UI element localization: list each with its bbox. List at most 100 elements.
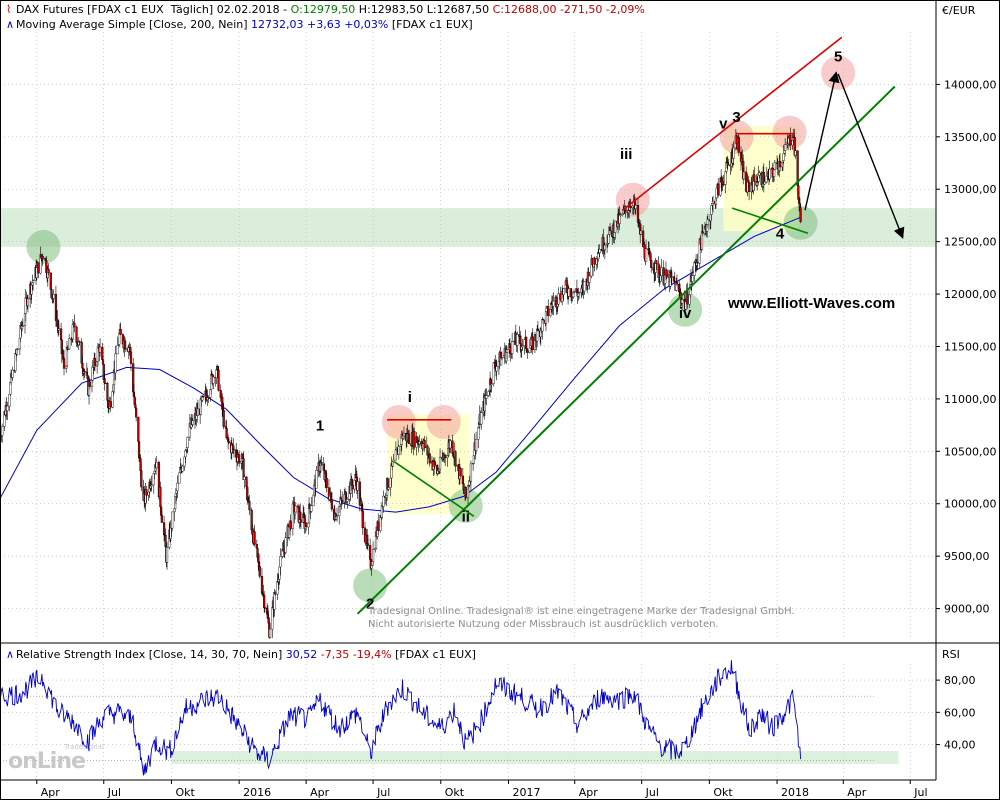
candle-body: [26, 298, 30, 307]
candle-body: [366, 543, 370, 546]
candle-body: [593, 257, 596, 265]
x-tick-label: Okt: [175, 786, 195, 799]
x-tick-label: Jul: [645, 786, 659, 799]
candle-body: [320, 462, 323, 465]
logo-big-text: onLine: [8, 749, 86, 774]
wave-label: ii: [462, 509, 470, 526]
ma-header: ∧ Moving Average Simple [Close, 200, Nein…: [6, 18, 473, 31]
rsi-value: 30,52: [282, 648, 318, 661]
wave-label: i: [408, 389, 412, 406]
y-tick-label: 9500,00: [944, 550, 990, 563]
wave-label: v: [719, 115, 728, 132]
x-tick-label: Apr: [847, 786, 867, 799]
candle-body: [681, 299, 684, 304]
candle-body: [428, 453, 431, 464]
candle-body: [567, 288, 570, 297]
candle-body: [289, 520, 292, 529]
candle-body: [644, 248, 648, 262]
candle-body: [160, 515, 163, 523]
candle-body: [263, 594, 266, 608]
candle-body: [253, 531, 256, 545]
y-tick-label: 10500,00: [944, 445, 997, 458]
rsi-change: -7,35 -19,4%: [317, 648, 392, 661]
candle-body: [516, 334, 519, 346]
candle-body: [392, 459, 395, 462]
candle-body: [1, 426, 4, 436]
candle-body: [171, 511, 174, 529]
rsi-label: Relative Strength Index [Close, 14, 30, …: [16, 648, 283, 661]
candle-body: [104, 382, 107, 384]
candle-body: [207, 396, 210, 399]
tradesignal-logo: Tradesignal onLine: [8, 743, 106, 774]
candle-body: [477, 427, 480, 440]
candle-body: [356, 481, 359, 491]
rsi-header: ∧ Relative Strength Index [Close, 14, 30,…: [6, 648, 476, 661]
candle-body: [562, 288, 565, 295]
x-tick-label: Jul: [107, 786, 121, 799]
candle-body: [742, 171, 746, 180]
projection-arrow: [804, 71, 840, 211]
open-value: O:12979,50: [287, 3, 356, 16]
candle-body: [248, 501, 251, 511]
candle-body: [377, 521, 380, 531]
marker-circle: [448, 488, 483, 523]
candle-body: [408, 433, 411, 445]
candle-body: [150, 484, 153, 487]
candle-body: [799, 207, 802, 222]
candle-body: [196, 408, 200, 416]
candle-body: [165, 547, 169, 563]
candle-body: [227, 441, 230, 443]
candle-body: [541, 319, 545, 321]
candle-body: [119, 329, 122, 335]
y-tick-label: 13000,00: [944, 183, 997, 196]
candle-body: [737, 137, 740, 153]
candle-body: [387, 487, 390, 490]
candle-body: [114, 353, 117, 374]
candle-body: [310, 505, 313, 512]
candle-body: [711, 200, 715, 204]
candle-body: [469, 463, 473, 482]
x-tick-label: Okt: [445, 786, 465, 799]
candle-body: [49, 272, 52, 290]
candle-body: [572, 291, 576, 293]
support-line: [393, 461, 475, 517]
candle-body: [37, 262, 40, 274]
candle-body: [608, 226, 612, 231]
projection-arrow: [837, 73, 905, 240]
watermark-line2: Nicht autorisierte Nutzung oder Missbrau…: [368, 619, 719, 630]
candle-body: [423, 439, 426, 449]
candle-body: [186, 436, 189, 448]
candle-body: [480, 412, 483, 425]
highlight-zones: [0, 55, 936, 603]
candle-body: [263, 607, 267, 609]
candle-body: [464, 487, 467, 499]
candle-body: [454, 451, 457, 467]
candle-body: [118, 333, 121, 345]
candle-body: [57, 328, 60, 331]
candle-body: [330, 499, 333, 510]
rsi-y-tick-label: 40,00: [944, 739, 976, 752]
rsi-zone: [171, 751, 899, 764]
close-value: C:12688,00 -271,50 -2,09%: [489, 3, 645, 16]
candle-body: [528, 347, 531, 353]
candle-body: [88, 381, 91, 387]
candle-body: [116, 345, 119, 355]
x-tick-label: Apr: [310, 786, 330, 799]
x-tick-label: Okt: [713, 786, 733, 799]
candle-body: [526, 350, 529, 353]
candle-body: [361, 510, 364, 529]
candle-body: [325, 478, 328, 488]
candle-body: [768, 168, 771, 180]
candle-body: [279, 556, 282, 568]
candle-body: [614, 220, 617, 233]
candle-body: [159, 486, 162, 508]
candle-body: [260, 576, 264, 594]
marker-circle: [772, 115, 807, 150]
candle-body: [397, 446, 400, 455]
candle-body: [341, 500, 344, 503]
main-trendline: [356, 85, 896, 615]
wave-label: iii: [620, 146, 633, 163]
trend-lines: [356, 36, 905, 615]
candle-body: [438, 457, 442, 470]
